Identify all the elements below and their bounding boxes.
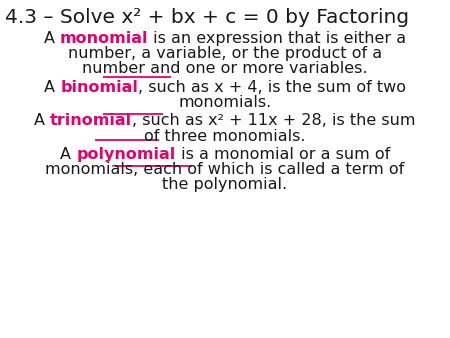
Text: monomial: monomial xyxy=(60,31,148,46)
Text: polynomial: polynomial xyxy=(76,147,176,162)
Text: is a monomial or a sum of: is a monomial or a sum of xyxy=(176,147,390,162)
Text: trinomial: trinomial xyxy=(50,114,132,128)
Text: the polynomial.: the polynomial. xyxy=(162,177,288,192)
Text: , such as x² + 11x + 28, is the sum: , such as x² + 11x + 28, is the sum xyxy=(132,114,416,128)
Text: A: A xyxy=(34,114,50,128)
Text: A: A xyxy=(60,147,76,162)
Text: is an expression that is either a: is an expression that is either a xyxy=(148,31,406,46)
Text: monomials, each of which is called a term of: monomials, each of which is called a ter… xyxy=(45,162,405,177)
Text: number and one or more variables.: number and one or more variables. xyxy=(82,61,368,76)
Text: , such as x + 4, is the sum of two: , such as x + 4, is the sum of two xyxy=(138,80,406,95)
Text: monomials.: monomials. xyxy=(178,95,272,110)
Text: number, a variable, or the product of a: number, a variable, or the product of a xyxy=(68,46,382,61)
Text: A: A xyxy=(44,31,60,46)
Text: A: A xyxy=(44,80,60,95)
Text: 4.3 – Solve x² + bx + c = 0 by Factoring: 4.3 – Solve x² + bx + c = 0 by Factoring xyxy=(5,8,409,27)
Text: of three monomials.: of three monomials. xyxy=(144,128,306,144)
Text: binomial: binomial xyxy=(60,80,138,95)
